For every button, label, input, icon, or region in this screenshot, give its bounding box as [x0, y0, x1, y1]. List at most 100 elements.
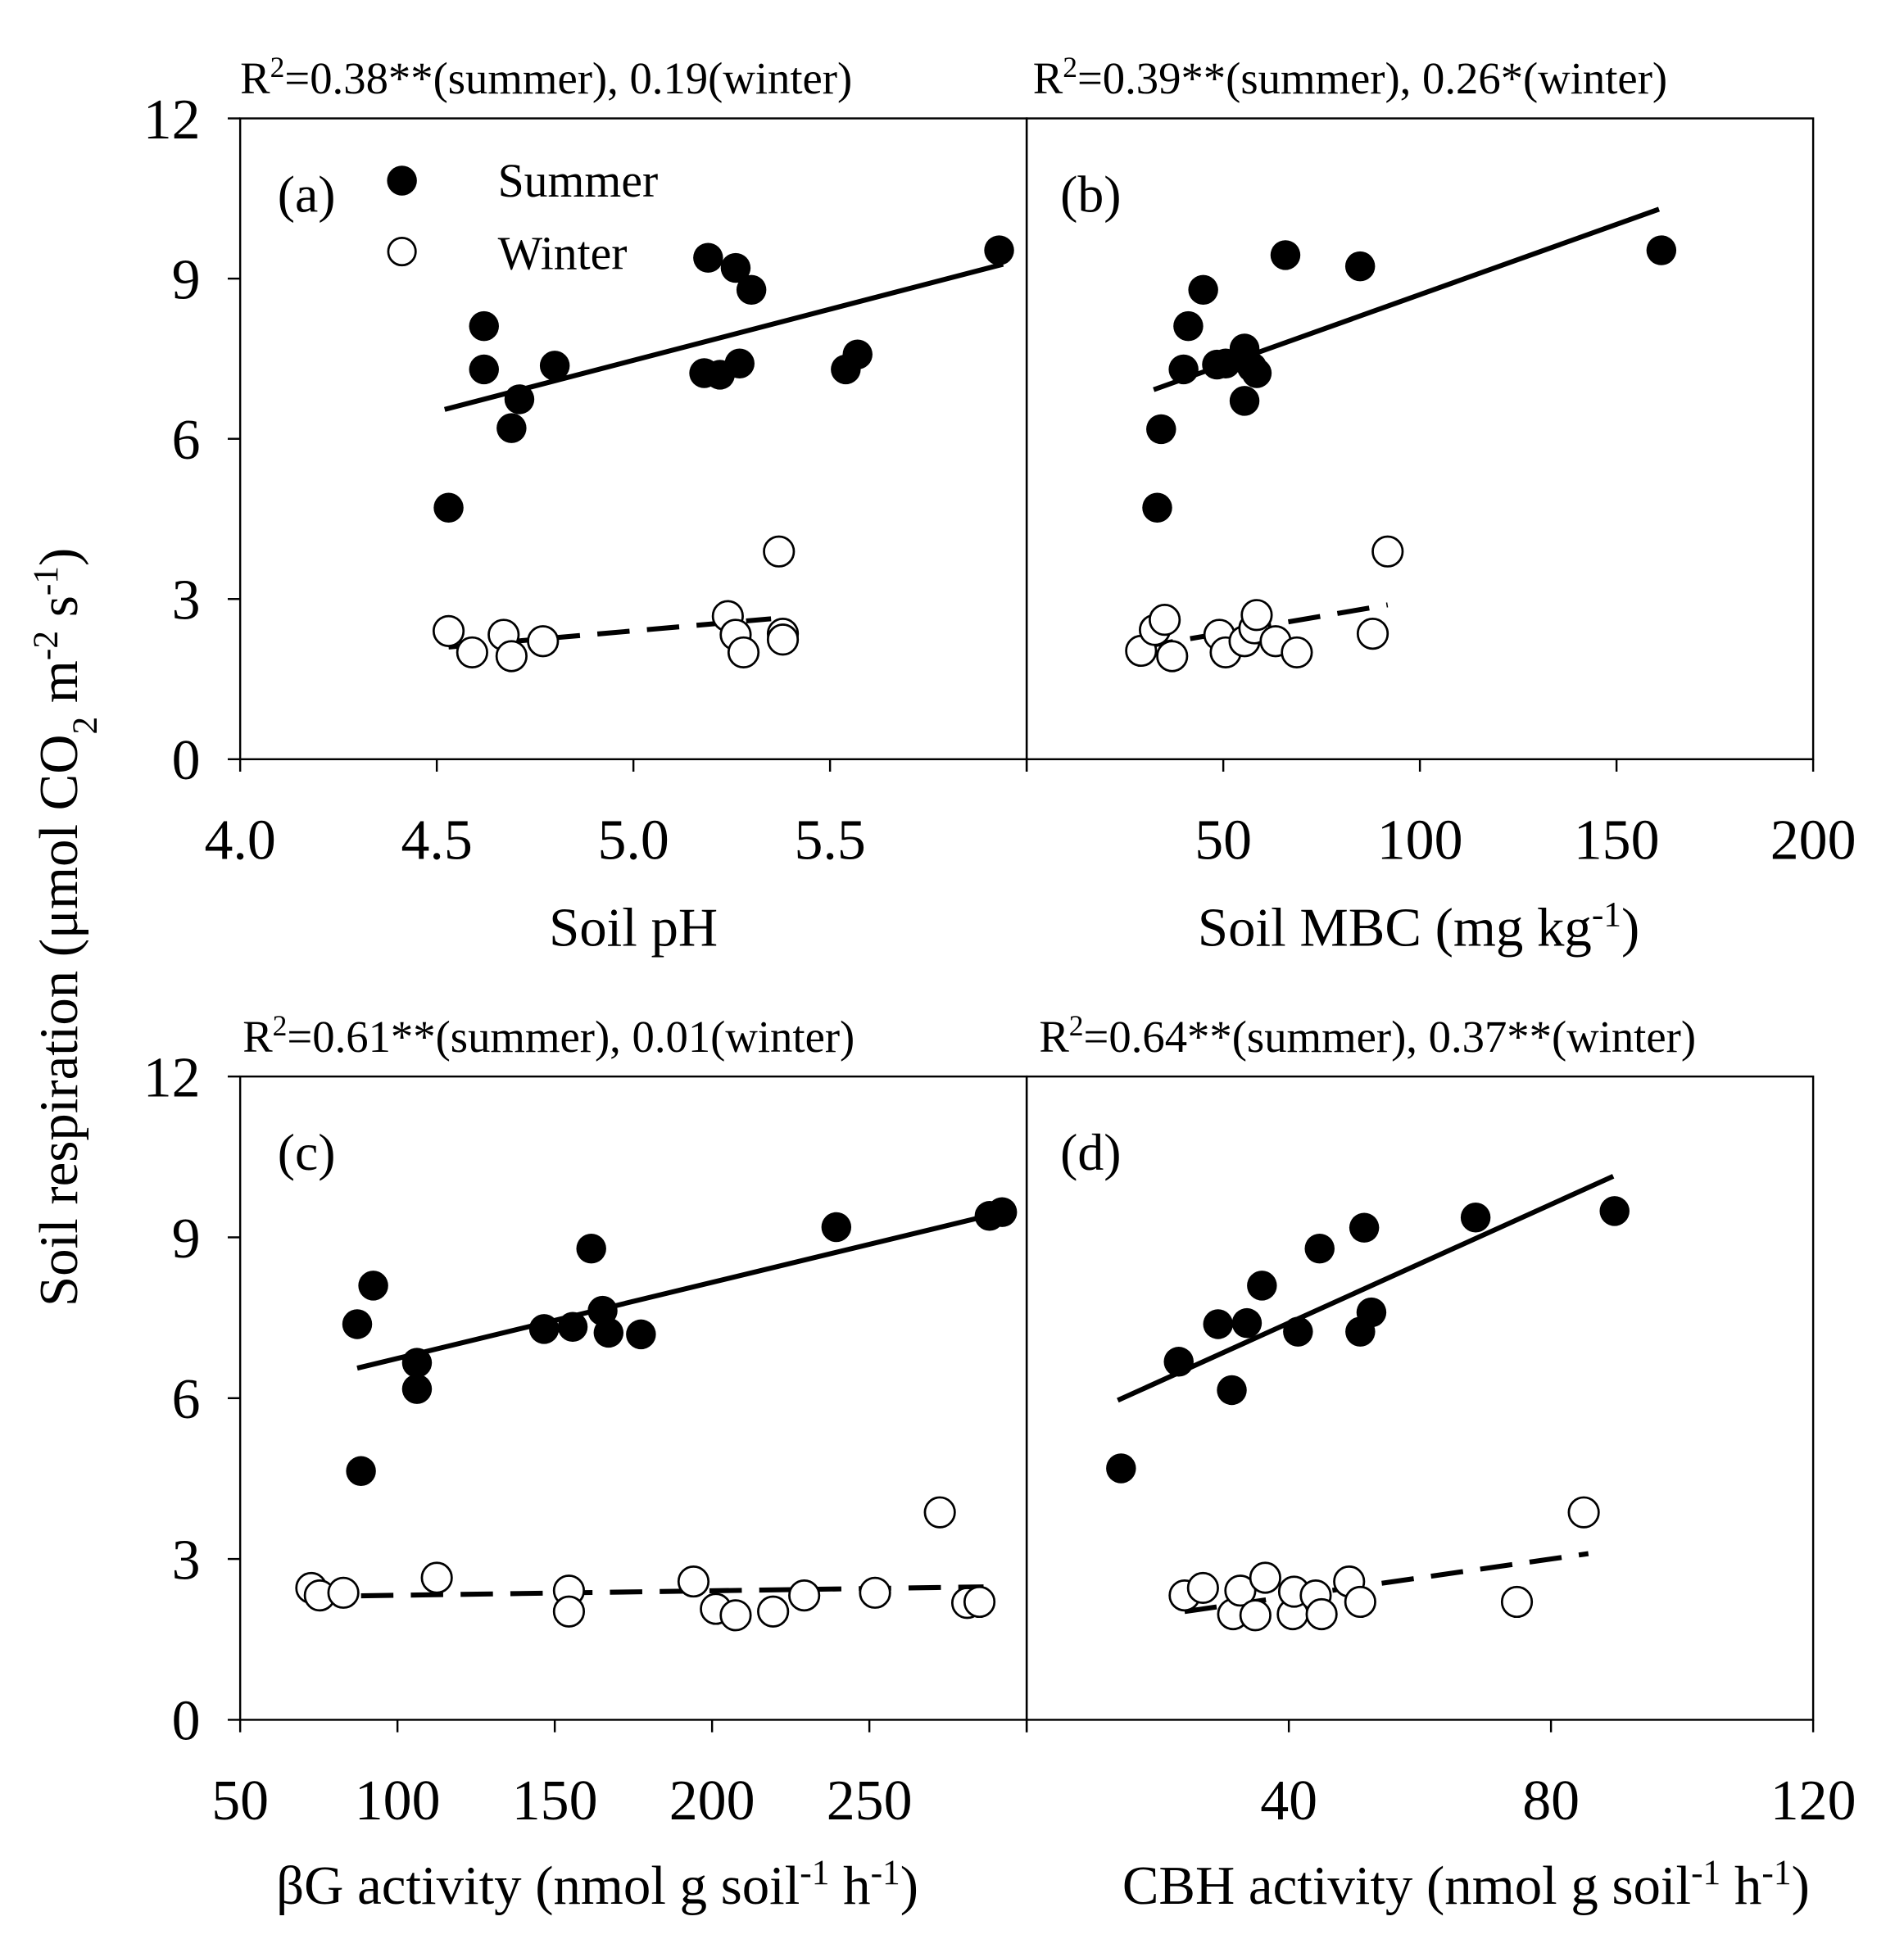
label-segment: s [29, 596, 89, 631]
panel-label: (a) [278, 165, 336, 223]
winter-point [1281, 636, 1313, 669]
summer-point [1142, 492, 1172, 523]
summer-point [469, 354, 499, 385]
plot-frame [1025, 1075, 1815, 1721]
panel-label: (d) [1060, 1123, 1121, 1181]
x-tick-label: 5.5 [794, 809, 865, 872]
winter-point [1500, 1585, 1534, 1619]
summer-point [358, 1271, 388, 1301]
x-axis-label: CBH activity (nmol g soil-1 h-1) [1122, 1853, 1810, 1916]
summer-point [1356, 1297, 1387, 1328]
summer-fit-line [443, 261, 1004, 412]
summer-point [736, 274, 767, 306]
x-tick-label: 50 [1195, 809, 1252, 872]
summer-point [1168, 354, 1199, 385]
plot-frame [238, 1075, 1028, 1721]
winter-point [527, 625, 560, 658]
winter-point [456, 636, 488, 669]
label-segment: R [240, 53, 270, 103]
label-segment: R [243, 1012, 273, 1062]
y-tick-label: 9 [172, 248, 201, 311]
legend-summer-marker [387, 165, 417, 196]
summer-point [842, 339, 873, 369]
summer-point [1146, 414, 1176, 445]
summer-point [342, 1309, 373, 1339]
summer-point [1231, 1307, 1263, 1339]
label-segment: -1 [26, 566, 66, 596]
summer-point [528, 1314, 560, 1344]
winter-point [1249, 1561, 1281, 1594]
panel-c: R2=0.61**(summer), 0.01(winter) (c) 50 100 1… [143, 1009, 1028, 1916]
summer-point [593, 1317, 624, 1348]
x-tick-label: 50 [211, 1769, 269, 1833]
summer-point [1270, 240, 1301, 270]
summer-fit-line [1117, 1174, 1615, 1403]
label-segment: h [1720, 1855, 1761, 1916]
summer-point [469, 310, 499, 342]
y-tick-label: 9 [172, 1207, 201, 1271]
legend-winter-label: Winter [498, 228, 628, 279]
label-segment: ) [29, 548, 89, 566]
x-tick-label: 250 [827, 1769, 913, 1833]
legend-winter-marker [387, 236, 417, 267]
label-segment: Soil pH [549, 898, 718, 958]
summer-point [576, 1233, 606, 1264]
x-axis-label: βG activity (nmol g soil-1 h-1) [276, 1853, 918, 1916]
x-tick-label: 4.0 [204, 809, 275, 872]
summer-point [626, 1319, 656, 1350]
summer-point [1210, 348, 1241, 378]
summer-point [720, 252, 751, 283]
label-segment: =0.61**(summer), 0.01(winter) [287, 1012, 855, 1062]
summer-point [504, 384, 535, 415]
label-segment: m [29, 660, 89, 717]
label-segment: -1 [800, 1853, 829, 1892]
summer-point [1283, 1316, 1313, 1347]
y-tick-label: 6 [172, 1368, 201, 1431]
x-tick-label: 150 [512, 1769, 598, 1833]
panel-label: (c) [278, 1123, 336, 1181]
x-tick-label: 100 [355, 1769, 441, 1833]
summer-point [401, 1374, 433, 1404]
winter-point [420, 1561, 453, 1594]
label-segment: R [1033, 53, 1063, 103]
summer-point [346, 1456, 376, 1487]
label-segment: 2 [66, 717, 105, 735]
winter-point [552, 1595, 586, 1628]
summer-point [539, 351, 570, 381]
summer-point [1188, 274, 1218, 306]
summer-point [984, 235, 1014, 265]
y-tick-label: 6 [172, 409, 201, 472]
x-axis-label: Soil pH [549, 898, 718, 958]
winter-point [1567, 1496, 1600, 1529]
winter-point [1149, 604, 1181, 637]
winter-point [757, 1595, 790, 1628]
summer-point [1344, 251, 1376, 282]
legend-summer-label: Summer [498, 156, 659, 207]
summer-point [1106, 1453, 1136, 1484]
winter-point [923, 1496, 956, 1529]
y-tick-label: 3 [172, 1529, 201, 1592]
panel-d: R2=0.64**(summer), 0.37**(winter) (d) 40 80… [1025, 1009, 1856, 1916]
label-segment: -1 [1691, 1853, 1720, 1892]
summer-point [557, 1312, 588, 1342]
winter-point [677, 1565, 710, 1598]
label-segment: 2 [1063, 51, 1077, 84]
label-segment: ) [900, 1855, 918, 1916]
x-tick-label: 150 [1574, 809, 1660, 872]
y-tick-label: 12 [143, 88, 201, 152]
summer-point [1646, 235, 1677, 265]
summer-point [1304, 1233, 1335, 1264]
r-squared-title: R2=0.39**(summer), 0.26*(winter) [1033, 51, 1667, 103]
winter-point [1371, 535, 1404, 568]
panel-b: R2=0.39**(summer), 0.26*(winter) (b) 50 100… [1025, 51, 1856, 958]
summer-point [821, 1212, 852, 1243]
label-segment: =0.38**(summer), 0.19(winter) [284, 53, 852, 103]
summer-point [1349, 1212, 1380, 1243]
x-tick-label: 200 [669, 1769, 755, 1833]
winter-point [1240, 599, 1273, 632]
summer-point [1173, 310, 1204, 342]
summer-fit-line [356, 1211, 997, 1371]
winter-point [859, 1576, 891, 1609]
y-tick-label: 0 [172, 729, 201, 792]
